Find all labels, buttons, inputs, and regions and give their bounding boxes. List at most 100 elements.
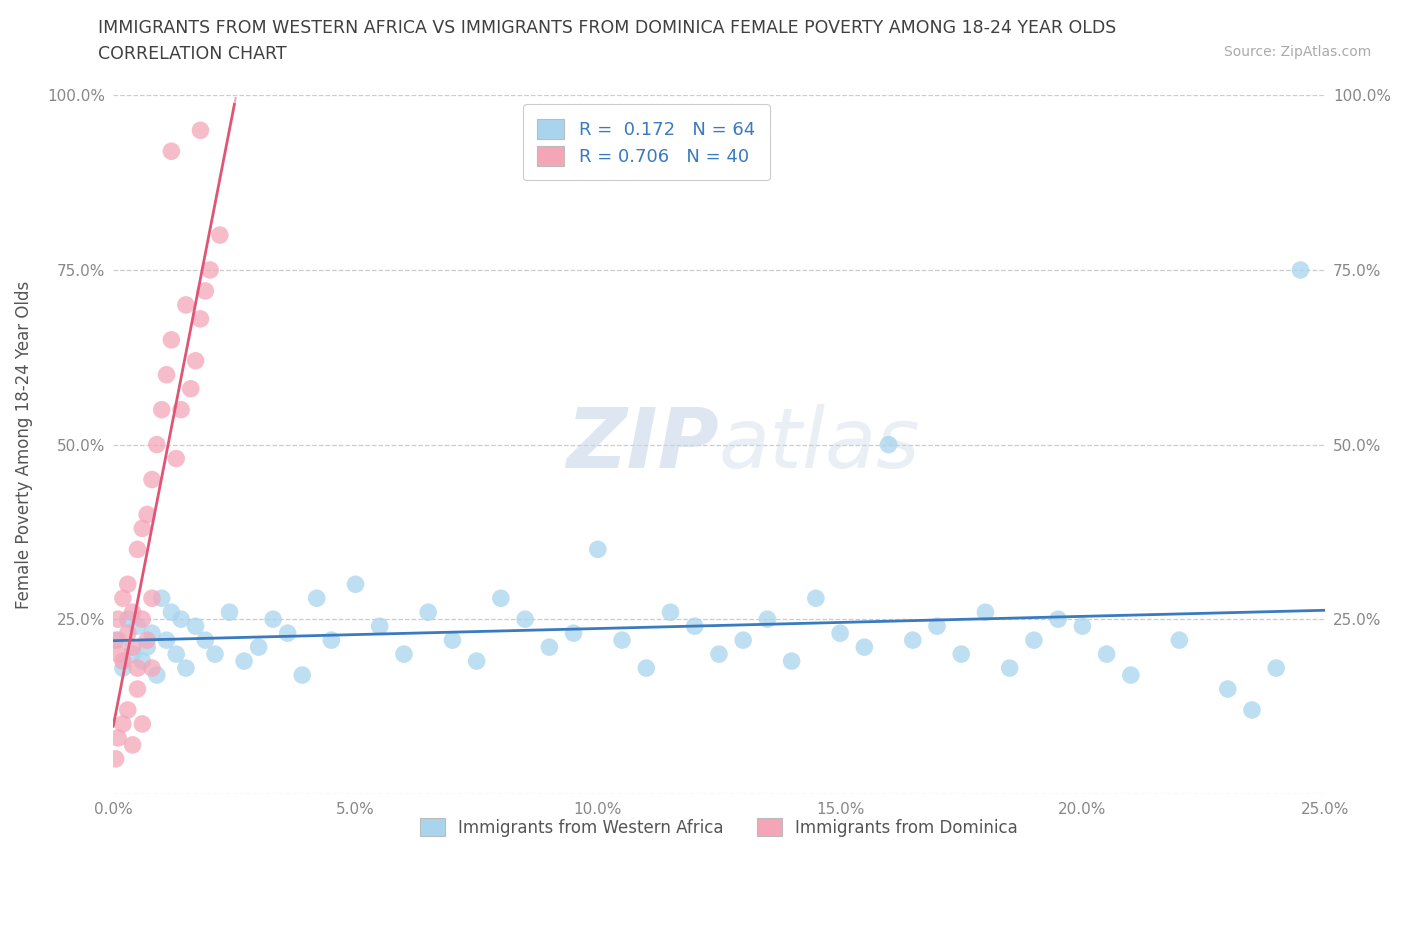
- Point: [1095, 646, 1118, 661]
- Point: [901, 632, 924, 647]
- Point: [218, 604, 240, 619]
- Point: [141, 660, 163, 675]
- Point: [111, 591, 134, 605]
- Point: [121, 646, 143, 661]
- Point: [756, 612, 779, 627]
- Point: [418, 604, 440, 619]
- Point: [707, 646, 730, 661]
- Point: [321, 632, 343, 647]
- Point: [141, 591, 163, 605]
- Text: Source: ZipAtlas.com: Source: ZipAtlas.com: [1223, 45, 1371, 59]
- Y-axis label: Female Poverty Among 18-24 Year Olds: Female Poverty Among 18-24 Year Olds: [15, 281, 32, 609]
- Point: [165, 451, 187, 466]
- Point: [538, 640, 561, 655]
- Point: [659, 604, 682, 619]
- Point: [117, 577, 139, 591]
- Point: [104, 632, 127, 647]
- Point: [107, 632, 129, 647]
- Point: [489, 591, 512, 605]
- Point: [853, 640, 876, 655]
- Point: [160, 332, 183, 347]
- Point: [117, 626, 139, 641]
- Point: [180, 381, 202, 396]
- Point: [368, 618, 391, 633]
- Text: ZIP: ZIP: [567, 405, 718, 485]
- Point: [184, 618, 207, 633]
- Point: [174, 660, 197, 675]
- Point: [610, 632, 633, 647]
- Point: [562, 626, 585, 641]
- Point: [150, 591, 173, 605]
- Point: [204, 646, 226, 661]
- Point: [121, 604, 143, 619]
- Point: [160, 144, 183, 159]
- Point: [131, 521, 153, 536]
- Point: [127, 682, 149, 697]
- Point: [184, 353, 207, 368]
- Point: [107, 730, 129, 745]
- Point: [170, 612, 193, 627]
- Point: [998, 660, 1021, 675]
- Point: [141, 626, 163, 641]
- Point: [155, 632, 177, 647]
- Point: [950, 646, 973, 661]
- Point: [131, 654, 153, 669]
- Point: [146, 437, 169, 452]
- Point: [111, 660, 134, 675]
- Point: [1071, 618, 1094, 633]
- Point: [107, 646, 129, 661]
- Point: [1168, 632, 1191, 647]
- Point: [208, 228, 231, 243]
- Point: [146, 668, 169, 683]
- Point: [131, 716, 153, 731]
- Point: [190, 312, 212, 326]
- Point: [780, 654, 803, 669]
- Point: [155, 367, 177, 382]
- Point: [198, 262, 221, 277]
- Point: [291, 668, 314, 683]
- Point: [247, 640, 270, 655]
- Point: [1022, 632, 1045, 647]
- Point: [165, 646, 187, 661]
- Point: [636, 660, 658, 675]
- Point: [111, 654, 134, 669]
- Point: [233, 654, 256, 669]
- Point: [344, 577, 367, 591]
- Point: [174, 298, 197, 312]
- Point: [441, 632, 464, 647]
- Point: [804, 591, 827, 605]
- Point: [277, 626, 299, 641]
- Point: [733, 632, 755, 647]
- Point: [111, 716, 134, 731]
- Point: [925, 618, 948, 633]
- Point: [121, 640, 143, 655]
- Point: [104, 751, 127, 766]
- Point: [136, 632, 159, 647]
- Point: [974, 604, 997, 619]
- Point: [127, 542, 149, 557]
- Point: [1240, 702, 1263, 717]
- Point: [1289, 262, 1312, 277]
- Point: [107, 612, 129, 627]
- Legend: Immigrants from Western Africa, Immigrants from Dominica: Immigrants from Western Africa, Immigran…: [408, 806, 1029, 848]
- Point: [131, 612, 153, 627]
- Text: IMMIGRANTS FROM WESTERN AFRICA VS IMMIGRANTS FROM DOMINICA FEMALE POVERTY AMONG : IMMIGRANTS FROM WESTERN AFRICA VS IMMIGR…: [98, 19, 1116, 36]
- Point: [830, 626, 852, 641]
- Point: [1119, 668, 1142, 683]
- Point: [117, 702, 139, 717]
- Point: [194, 284, 217, 299]
- Point: [127, 660, 149, 675]
- Point: [150, 403, 173, 418]
- Point: [160, 604, 183, 619]
- Point: [136, 507, 159, 522]
- Point: [513, 612, 536, 627]
- Point: [1047, 612, 1070, 627]
- Point: [305, 591, 328, 605]
- Point: [1216, 682, 1239, 697]
- Point: [465, 654, 488, 669]
- Point: [117, 612, 139, 627]
- Point: [170, 403, 193, 418]
- Point: [262, 612, 284, 627]
- Point: [392, 646, 415, 661]
- Text: atlas: atlas: [718, 405, 921, 485]
